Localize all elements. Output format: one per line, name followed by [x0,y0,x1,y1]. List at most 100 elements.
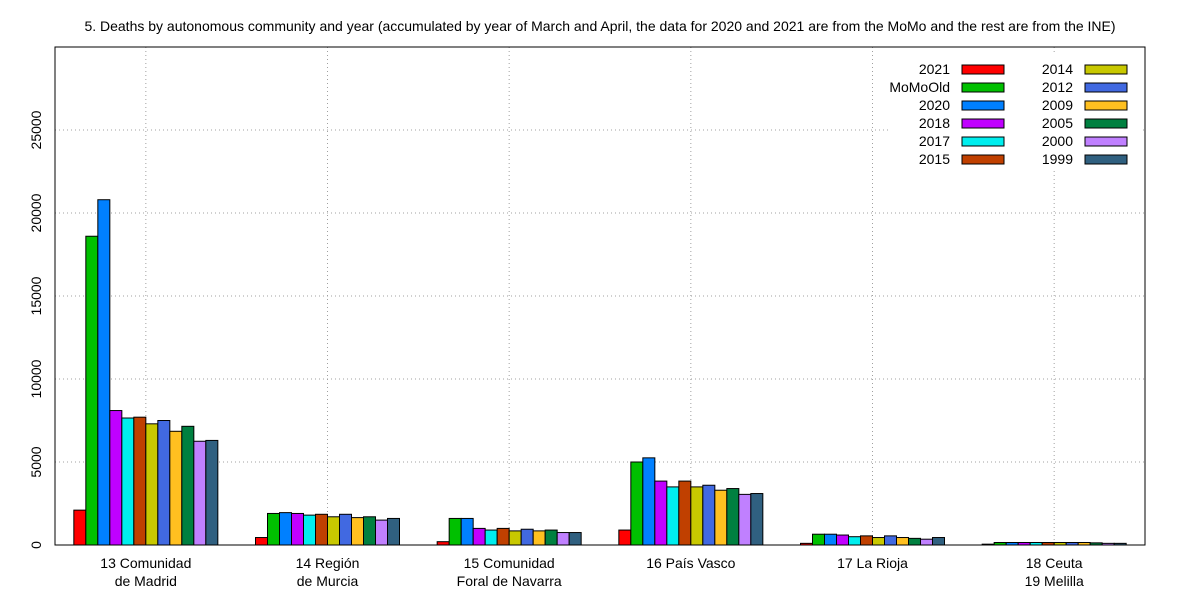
x-tick-label: 18 Ceuta [1026,555,1083,571]
y-tick-labels: 0 5000 10000 15000 20000 25000 [28,110,44,549]
legend-label: 2018 [919,115,950,131]
bar [109,410,123,546]
bar [666,486,680,546]
bar [642,457,656,546]
bar [157,420,171,546]
bar [315,513,328,546]
bar [303,514,316,546]
legend-label: 2015 [919,151,950,167]
bar [327,516,340,546]
legend-swatch [1084,82,1128,93]
bar [291,512,304,546]
legend-label: 2000 [1042,133,1073,149]
x-tick-labels: 13 Comunidad de Madrid 14 Región de Murcia 1… [100,555,1084,589]
legend-swatch [1084,118,1128,129]
bar [920,538,933,546]
bar [908,537,921,546]
bar [193,440,207,546]
legend-label: 2014 [1042,61,1073,77]
bar [363,516,376,546]
legend-swatch [1084,136,1128,147]
bars [73,199,1127,546]
bar [121,417,135,546]
bar [255,537,268,546]
bar [678,480,692,546]
legend-swatch [1084,100,1128,111]
bar [654,480,668,546]
plot-frame [54,46,1146,546]
legend-label: 2017 [919,133,950,149]
bar [630,461,644,546]
bar [496,527,510,546]
bar [726,488,740,546]
axes [54,46,1146,546]
legend-label: 2005 [1042,115,1073,131]
x-tick-label: 13 Comunidad [100,555,191,571]
x-tick-label: 16 País Vasco [646,555,735,571]
x-tick-label: Foral de Navarra [457,573,562,589]
bar [884,535,897,546]
bar [169,430,183,546]
bar [702,484,716,546]
bar [896,537,909,546]
bar [73,509,87,546]
bar [387,517,400,546]
bar [205,439,219,546]
legend-swatch [1084,64,1128,75]
chart-title: 5. Deaths by autonomous community and ye… [84,18,1116,34]
x-tick-label: 19 Melilla [1025,573,1084,589]
bar [544,529,558,546]
y-tick-label: 25000 [28,110,44,149]
bar [448,517,462,546]
x-tick-label: de Murcia [297,573,359,589]
bar [824,533,837,546]
bar [568,532,582,546]
y-tick-label: 10000 [28,359,44,398]
bar [460,517,474,546]
bar [472,527,486,546]
bar [508,530,522,546]
y-tick-label: 0 [28,541,44,549]
bar [532,530,546,546]
y-tick-label: 20000 [28,193,44,232]
bar [848,536,861,546]
bar [181,425,195,546]
bar [339,513,352,546]
bar [133,416,147,546]
bar [556,532,570,546]
bar [351,517,364,546]
bar [279,512,292,546]
bar [836,534,849,546]
legend-label: 1999 [1042,151,1073,167]
bar [872,537,885,546]
bar [750,493,764,546]
legend: 2021 MoMoOld 2020 2018 2017 2015 2014 2012 2009 2… [888,52,1143,170]
legend-swatch [961,136,1005,147]
legend-swatch [961,82,1005,93]
x-tick-label: 17 La Rioja [837,555,908,571]
bar [520,528,534,546]
x-tick-label: 15 Comunidad [464,555,555,571]
bar [85,235,99,546]
bar [690,486,704,546]
bar [738,493,752,546]
legend-swatch [961,154,1005,165]
bar [932,537,945,546]
legend-swatch [961,118,1005,129]
legend-swatch [961,100,1005,111]
legend-swatch [1084,154,1128,165]
y-tick-label: 15000 [28,276,44,315]
bar [484,529,498,546]
bar [97,199,111,546]
legend-label: 2009 [1042,97,1073,113]
y-tick-label: 5000 [28,446,44,477]
legend-label: 2012 [1042,79,1073,95]
bar [618,529,632,546]
legend-label: 2021 [919,61,950,77]
x-tick-label: de Madrid [115,573,177,589]
bar [145,423,159,546]
bar [860,535,873,546]
legend-label: MoMoOld [889,79,950,95]
x-tick-label: 14 Región [296,555,360,571]
legend-swatch [961,64,1005,75]
